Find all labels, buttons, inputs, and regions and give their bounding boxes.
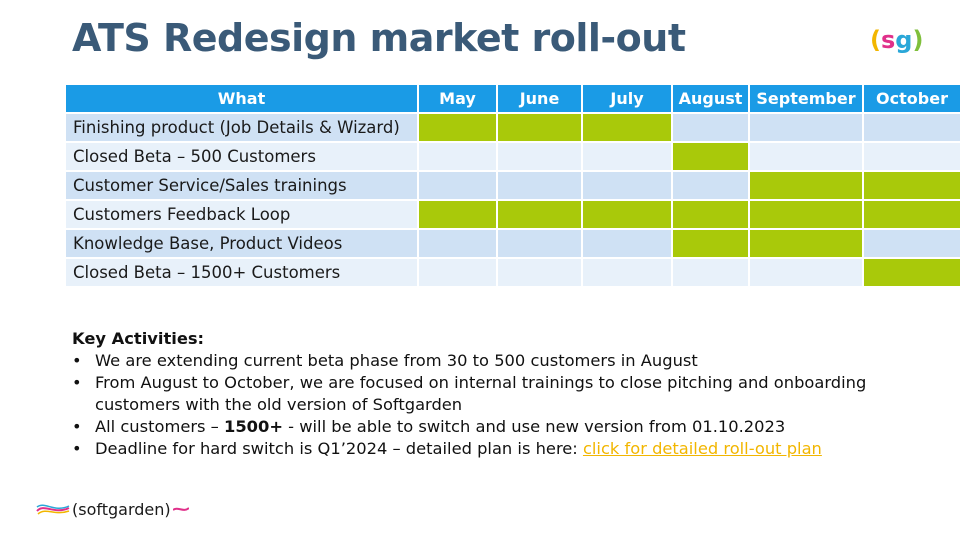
- sg-logo: (sg): [870, 26, 923, 54]
- bullet: •: [72, 351, 82, 370]
- row-label: Finishing product (Job Details & Wizard): [64, 112, 419, 143]
- cell-october: [862, 112, 962, 143]
- cell-september-active: [748, 199, 864, 230]
- cell-june: [496, 141, 583, 172]
- cell-may: [417, 141, 498, 172]
- cell-october: [862, 228, 962, 259]
- cell-september: [748, 141, 864, 172]
- cell-july: [581, 170, 673, 201]
- cell-august: [671, 170, 750, 201]
- cell-september-active: [748, 170, 864, 201]
- cell-july: [581, 141, 673, 172]
- softgarden-logo: (softgarden): [36, 494, 189, 524]
- key-activities: Key Activities: • We are extending curren…: [72, 328, 952, 460]
- activity-text: - will be able to switch and use new ver…: [282, 417, 786, 436]
- softgarden-wordmark: (softgarden): [72, 499, 171, 519]
- activity-emphasis: 1500+: [224, 417, 283, 436]
- cell-august: [671, 257, 750, 288]
- cell-july-active: [581, 199, 673, 230]
- bullet: •: [72, 439, 82, 458]
- cell-june: [496, 170, 583, 201]
- cell-june: [496, 257, 583, 288]
- sg-logo-s: s: [880, 26, 896, 54]
- rollout-plan-link[interactable]: click for detailed roll-out plan: [582, 439, 822, 458]
- header-august: August: [671, 83, 750, 114]
- activity-text: All customers –: [95, 417, 225, 436]
- key-activities-heading: Key Activities:: [72, 329, 205, 348]
- cell-may: [417, 170, 498, 201]
- key-activities-list: • We are extending current beta phase fro…: [72, 350, 952, 460]
- header-what: What: [64, 83, 419, 114]
- table-row: Closed Beta – 500 Customers: [64, 141, 962, 172]
- cell-september-active: [748, 228, 864, 259]
- list-item: • All customers – 1500+ - will be able to…: [72, 416, 952, 438]
- cell-june-active: [496, 199, 583, 230]
- cell-june-active: [496, 112, 583, 143]
- cell-august: [671, 112, 750, 143]
- row-label: Knowledge Base, Product Videos: [64, 228, 419, 259]
- cell-august-active: [671, 228, 750, 259]
- table-row: Customers Feedback Loop: [64, 199, 962, 230]
- cell-july-active: [581, 112, 673, 143]
- list-item: • From August to October, we are focused …: [72, 372, 952, 416]
- table-row: Knowledge Base, Product Videos: [64, 228, 962, 259]
- cell-august-active: [671, 141, 750, 172]
- header-july: July: [581, 83, 673, 114]
- sg-logo-close-paren: ): [912, 26, 924, 54]
- swoosh-icon: [36, 504, 70, 515]
- sg-logo-open-paren: (: [870, 26, 881, 54]
- cell-may-active: [417, 112, 498, 143]
- activity-text-continued: customers with the old version of Softga…: [95, 395, 463, 414]
- cell-september: [748, 257, 864, 288]
- activity-text: From August to October, we are focused o…: [95, 373, 867, 392]
- table-row: Customer Service/Sales trainings: [64, 170, 962, 201]
- cell-may-active: [417, 199, 498, 230]
- cell-october-active: [862, 257, 962, 288]
- bullet: •: [72, 417, 82, 436]
- header-october: October: [862, 83, 962, 114]
- row-label: Closed Beta – 1500+ Customers: [64, 257, 419, 288]
- cell-may: [417, 228, 498, 259]
- cell-july: [581, 257, 673, 288]
- cell-may: [417, 257, 498, 288]
- slide-title: ATS Redesign market roll-out: [72, 16, 686, 60]
- cell-june: [496, 228, 583, 259]
- header-may: May: [417, 83, 498, 114]
- cell-october-active: [862, 170, 962, 201]
- list-item: • Deadline for hard switch is Q1’2024 – d…: [72, 438, 952, 460]
- table-header-row: What May June July August September Octo…: [64, 83, 962, 114]
- bullet: •: [72, 373, 82, 392]
- header-june: June: [496, 83, 583, 114]
- cell-july: [581, 228, 673, 259]
- sg-logo-g: g: [895, 26, 913, 54]
- cell-october: [862, 141, 962, 172]
- activity-text: We are extending current beta phase from…: [95, 351, 698, 370]
- row-label: Customers Feedback Loop: [64, 199, 419, 230]
- cell-august-active: [671, 199, 750, 230]
- rollout-table: What May June July August September Octo…: [64, 83, 962, 288]
- table-row: Closed Beta – 1500+ Customers: [64, 257, 962, 288]
- cell-september: [748, 112, 864, 143]
- cell-october-active: [862, 199, 962, 230]
- table-row: Finishing product (Job Details & Wizard): [64, 112, 962, 143]
- list-item: • We are extending current beta phase fro…: [72, 350, 952, 372]
- row-label: Customer Service/Sales trainings: [64, 170, 419, 201]
- activity-text: Deadline for hard switch is Q1’2024 – de…: [95, 439, 583, 458]
- swoosh-tail-icon: [172, 507, 189, 511]
- header-september: September: [748, 83, 864, 114]
- row-label: Closed Beta – 500 Customers: [64, 141, 419, 172]
